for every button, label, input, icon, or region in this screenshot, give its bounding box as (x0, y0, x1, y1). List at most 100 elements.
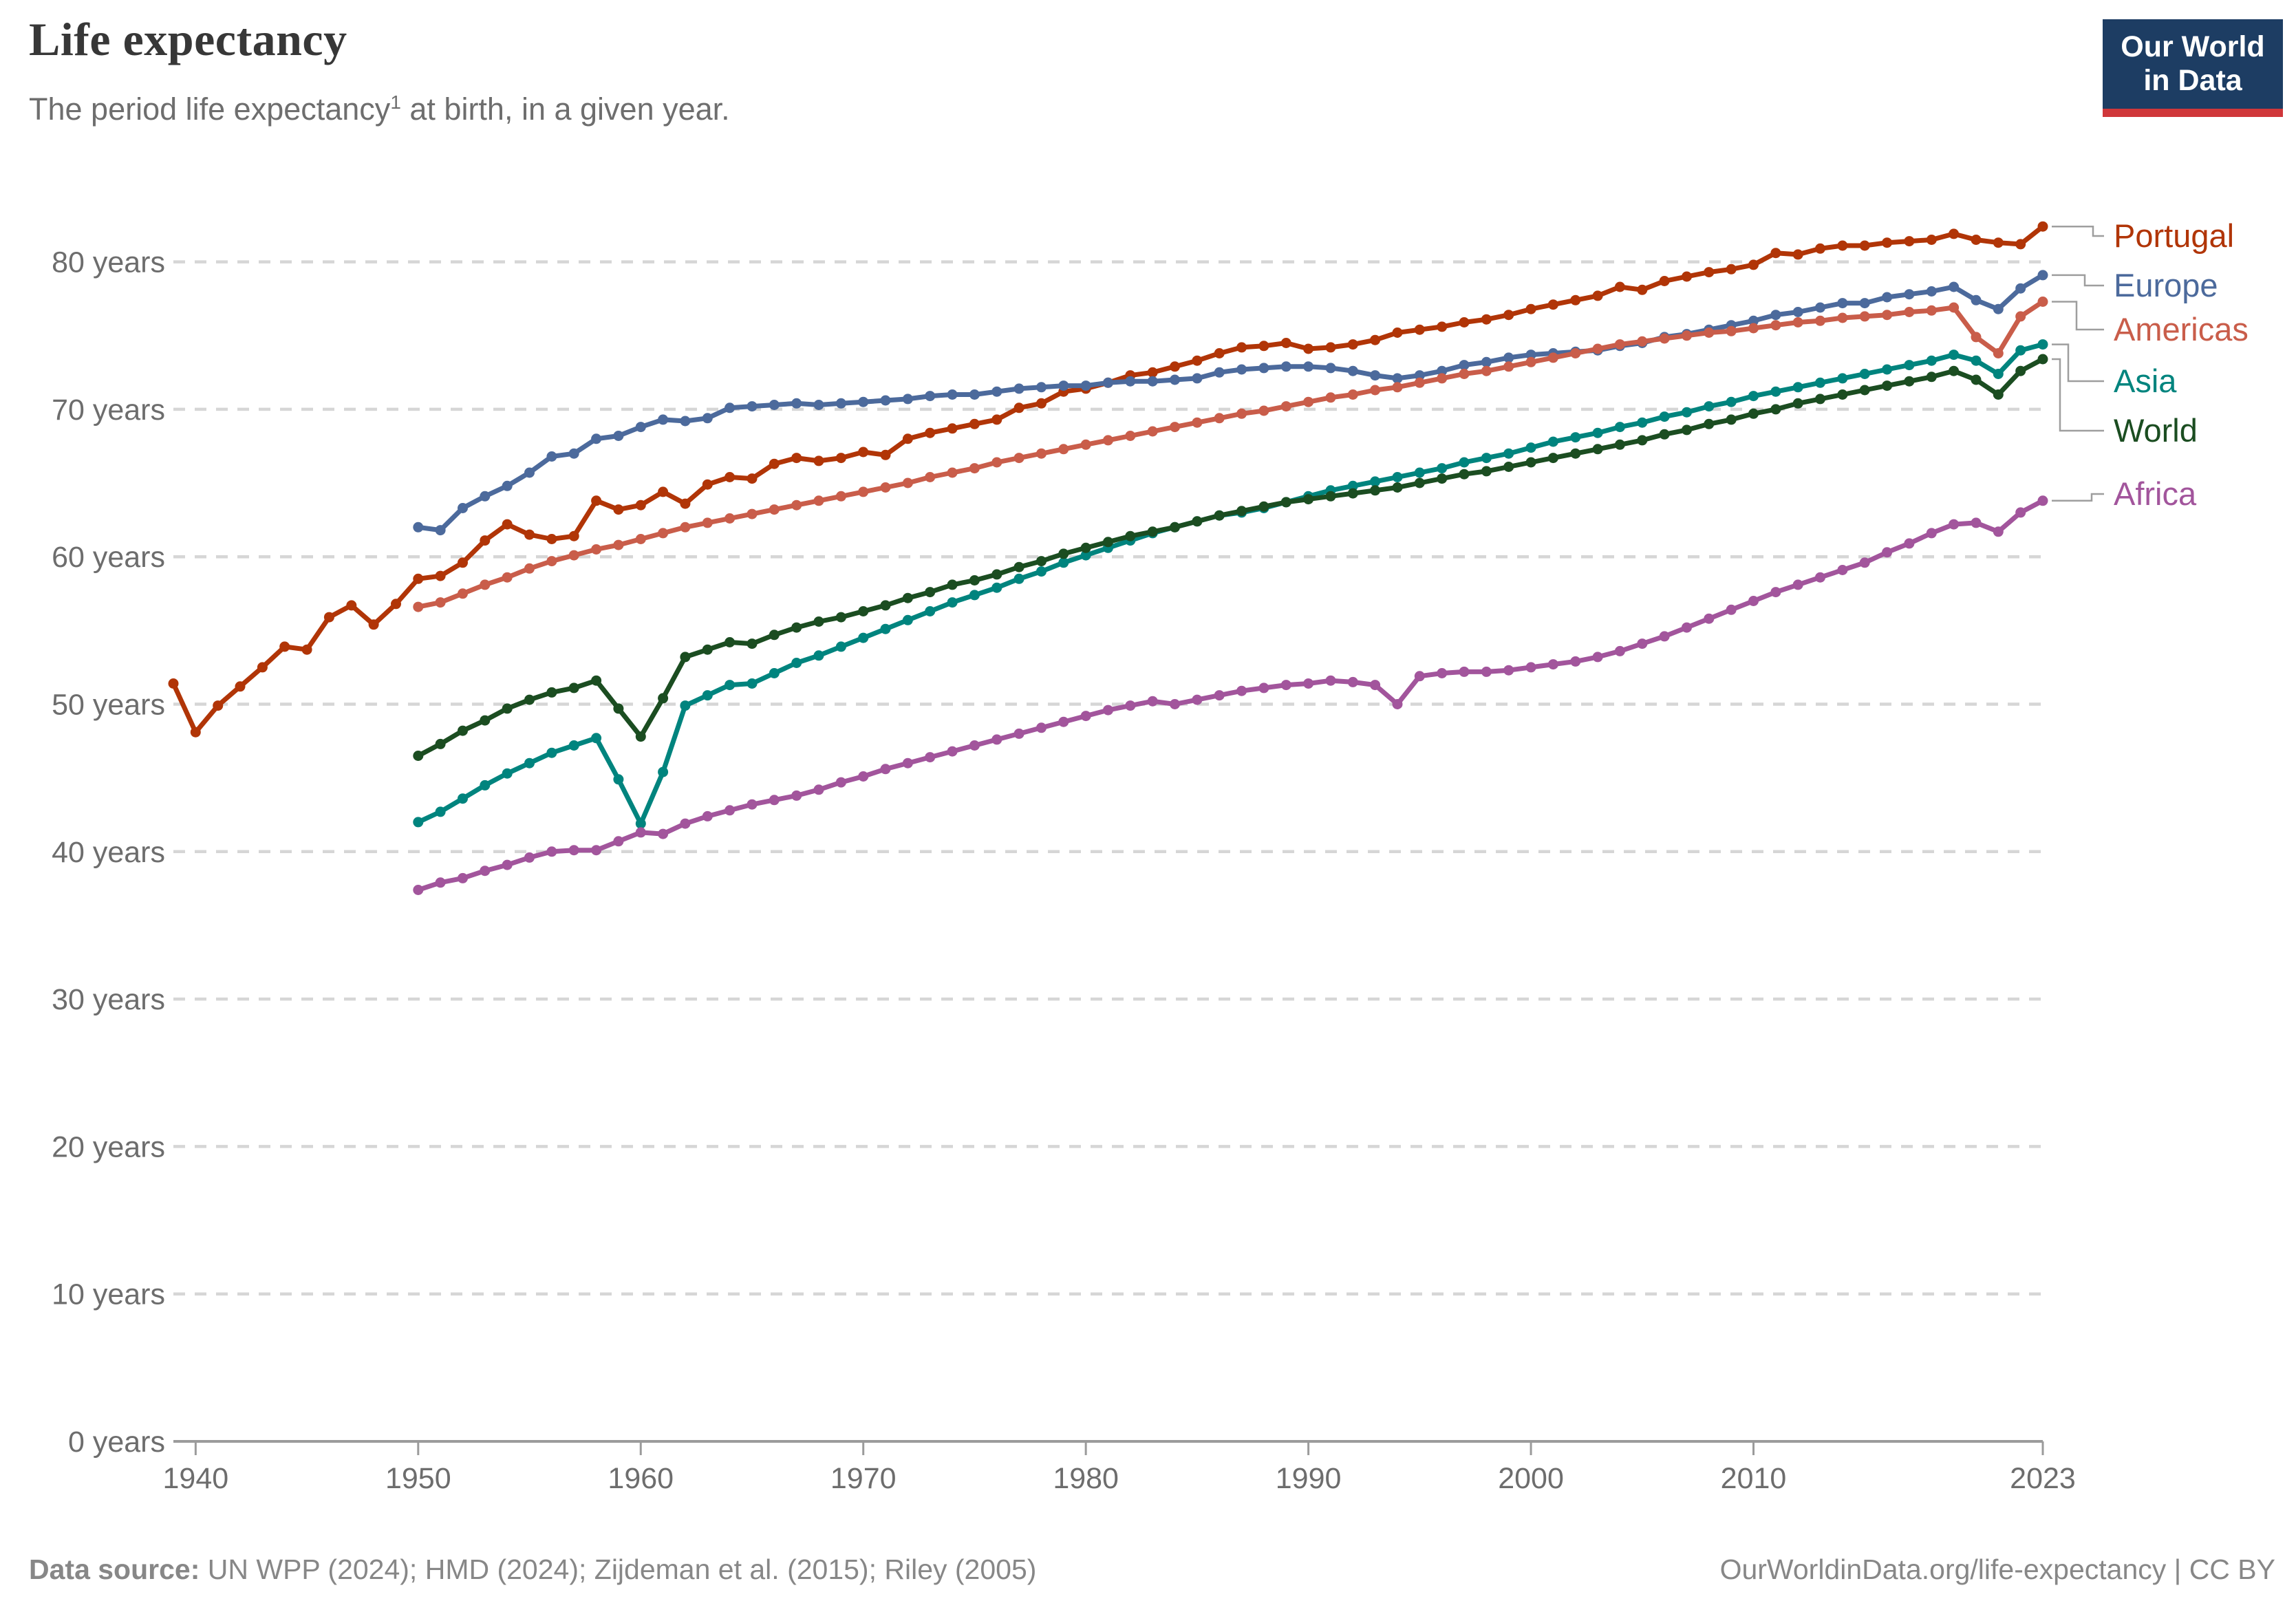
data-point[interactable] (1882, 292, 1893, 303)
data-point[interactable] (1859, 240, 1870, 251)
data-point[interactable] (1125, 431, 1136, 441)
data-point[interactable] (1280, 338, 1291, 348)
data-point[interactable] (1503, 361, 1514, 372)
data-point[interactable] (702, 479, 713, 490)
data-point[interactable] (1170, 361, 1180, 372)
data-point[interactable] (524, 757, 535, 769)
data-point[interactable] (1547, 352, 1558, 363)
data-point[interactable] (880, 623, 891, 634)
data-point[interactable] (1459, 369, 1470, 379)
data-point[interactable] (1770, 320, 1781, 331)
data-point[interactable] (635, 827, 646, 838)
data-point[interactable] (1882, 237, 1893, 248)
data-point[interactable] (502, 572, 513, 583)
data-point[interactable] (1792, 249, 1803, 260)
data-point[interactable] (502, 519, 513, 530)
data-point[interactable] (747, 678, 758, 689)
data-point[interactable] (969, 389, 980, 400)
data-point[interactable] (1547, 659, 1558, 670)
data-point[interactable] (902, 592, 913, 603)
data-point[interactable] (1659, 333, 1670, 344)
data-point[interactable] (435, 525, 446, 536)
data-point[interactable] (1882, 364, 1893, 375)
data-point[interactable] (1525, 356, 1536, 367)
data-point[interactable] (1481, 666, 1492, 677)
data-point[interactable] (1682, 407, 1692, 418)
data-point[interactable] (1659, 276, 1670, 286)
data-point[interactable] (680, 416, 691, 427)
data-point[interactable] (1704, 327, 1715, 338)
data-point[interactable] (1459, 469, 1470, 480)
data-point[interactable] (368, 619, 379, 630)
data-point[interactable] (613, 774, 624, 785)
data-point[interactable] (791, 622, 802, 633)
data-point[interactable] (1859, 369, 1870, 379)
data-point[interactable] (1414, 671, 1425, 682)
data-point[interactable] (1347, 389, 1358, 400)
data-point[interactable] (1904, 538, 1915, 549)
data-point[interactable] (1570, 294, 1581, 305)
data-point[interactable] (502, 480, 513, 491)
data-point[interactable] (1726, 264, 1737, 275)
data-point[interactable] (1013, 561, 1024, 572)
data-point[interactable] (1147, 426, 1158, 437)
data-point[interactable] (1236, 685, 1247, 696)
data-point[interactable] (2037, 339, 2048, 350)
data-point[interactable] (1859, 311, 1870, 322)
data-point[interactable] (346, 600, 357, 611)
data-point[interactable] (858, 771, 869, 782)
data-point[interactable] (1837, 565, 1848, 575)
data-point[interactable] (1147, 526, 1158, 537)
data-point[interactable] (1192, 355, 1203, 366)
data-point[interactable] (858, 486, 869, 497)
data-point[interactable] (702, 644, 713, 655)
data-point[interactable] (524, 529, 535, 540)
data-point[interactable] (1792, 317, 1803, 327)
data-point[interactable] (1347, 676, 1358, 687)
data-point[interactable] (635, 731, 646, 742)
data-point[interactable] (1904, 236, 1915, 247)
data-point[interactable] (524, 467, 535, 478)
data-point[interactable] (2015, 239, 2026, 250)
data-point[interactable] (1236, 364, 1247, 375)
data-point[interactable] (1704, 613, 1715, 624)
data-point[interactable] (1770, 386, 1781, 397)
data-point[interactable] (947, 389, 958, 400)
data-point[interactable] (658, 693, 669, 704)
data-point[interactable] (658, 486, 669, 497)
data-point[interactable] (1036, 556, 1047, 567)
data-point[interactable] (1926, 372, 1937, 383)
data-point[interactable] (546, 687, 557, 698)
data-point[interactable] (1214, 413, 1225, 424)
data-point[interactable] (658, 414, 669, 425)
data-point[interactable] (769, 668, 780, 678)
data-point[interactable] (880, 449, 891, 460)
data-point[interactable] (1859, 557, 1870, 568)
data-point[interactable] (591, 433, 602, 444)
data-point[interactable] (1370, 680, 1381, 691)
data-point[interactable] (613, 504, 624, 515)
owid-logo[interactable]: Our World in Data (2103, 19, 2283, 117)
data-point[interactable] (2015, 345, 2026, 356)
data-point[interactable] (480, 780, 491, 791)
data-point[interactable] (947, 579, 958, 590)
data-point[interactable] (1347, 488, 1358, 499)
data-point[interactable] (1236, 408, 1247, 419)
data-point[interactable] (1926, 305, 1937, 316)
data-point[interactable] (1347, 480, 1358, 491)
data-point[interactable] (791, 790, 802, 801)
data-point[interactable] (1949, 365, 1960, 376)
data-point[interactable] (257, 662, 268, 673)
data-point[interactable] (1236, 342, 1247, 353)
data-point[interactable] (1859, 385, 1870, 396)
data-point[interactable] (747, 799, 758, 810)
data-point[interactable] (925, 391, 936, 402)
data-point[interactable] (1013, 728, 1024, 739)
data-point[interactable] (568, 845, 579, 856)
data-point[interactable] (591, 733, 602, 744)
data-point[interactable] (1280, 497, 1291, 508)
data-point[interactable] (568, 530, 579, 541)
data-point[interactable] (747, 401, 758, 412)
data-point[interactable] (725, 402, 736, 413)
data-point[interactable] (435, 597, 446, 608)
